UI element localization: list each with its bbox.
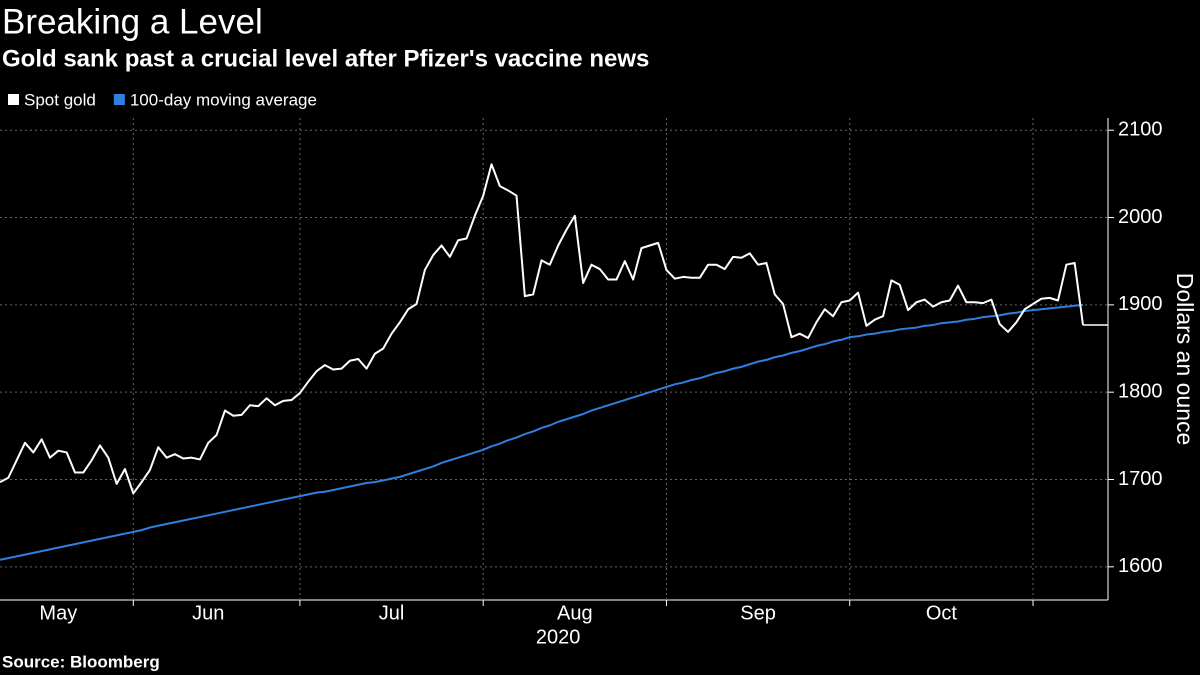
legend-swatch: [8, 94, 19, 105]
legend-swatch: [113, 94, 125, 105]
x-tick-label: Jun: [192, 602, 224, 624]
chart-subtitle: Gold sank past a crucial level after Pfi…: [2, 45, 649, 72]
series-line: [0, 303, 1084, 561]
source: Source: Bloomberg: [2, 652, 160, 671]
x-tick-label: Aug: [557, 602, 593, 624]
x-tick-label: May: [39, 602, 77, 624]
legend-label: 100-day moving average: [130, 90, 317, 109]
legend-label: Spot gold: [24, 90, 96, 109]
y-tick-label: 2000: [1118, 206, 1163, 228]
y-tick-label: 1900: [1118, 293, 1163, 315]
y-axis-title: Dollars an ounce: [1172, 273, 1198, 446]
y-tick-label: 1700: [1118, 468, 1163, 490]
x-tick-label: Sep: [740, 602, 776, 624]
series-line: [0, 163, 1084, 495]
x-axis-title: 2020: [536, 626, 581, 648]
y-tick-label: 1600: [1118, 555, 1163, 577]
chart-title: Breaking a Level: [2, 2, 263, 41]
y-tick-label: 2100: [1118, 119, 1163, 141]
x-tick-label: Jul: [379, 602, 405, 624]
y-tick-label: 1800: [1118, 380, 1163, 402]
x-tick-label: Oct: [926, 602, 958, 624]
